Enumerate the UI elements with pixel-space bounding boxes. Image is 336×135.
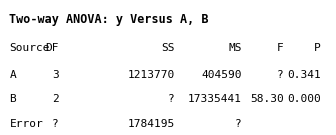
Text: P: P: [314, 43, 321, 53]
Text: 17335441: 17335441: [188, 94, 242, 104]
Text: 0.341: 0.341: [287, 70, 321, 80]
Text: ?: ?: [52, 119, 59, 129]
Text: Two-way ANOVA: y Versus A, B: Two-way ANOVA: y Versus A, B: [9, 14, 209, 26]
Text: A: A: [9, 70, 16, 80]
Text: DF: DF: [45, 43, 59, 53]
Text: 3: 3: [52, 70, 59, 80]
Text: Error: Error: [9, 119, 43, 129]
Text: 2: 2: [52, 94, 59, 104]
Text: Source: Source: [9, 43, 50, 53]
Text: F: F: [277, 43, 284, 53]
Text: ?: ?: [277, 70, 284, 80]
Text: 58.30: 58.30: [250, 94, 284, 104]
Text: ?: ?: [235, 119, 242, 129]
Text: MS: MS: [228, 43, 242, 53]
Text: 1213770: 1213770: [127, 70, 175, 80]
Text: B: B: [9, 94, 16, 104]
Text: SS: SS: [161, 43, 175, 53]
Text: 404590: 404590: [201, 70, 242, 80]
Text: 1784195: 1784195: [127, 119, 175, 129]
Text: ?: ?: [168, 94, 175, 104]
Text: 0.000: 0.000: [287, 94, 321, 104]
